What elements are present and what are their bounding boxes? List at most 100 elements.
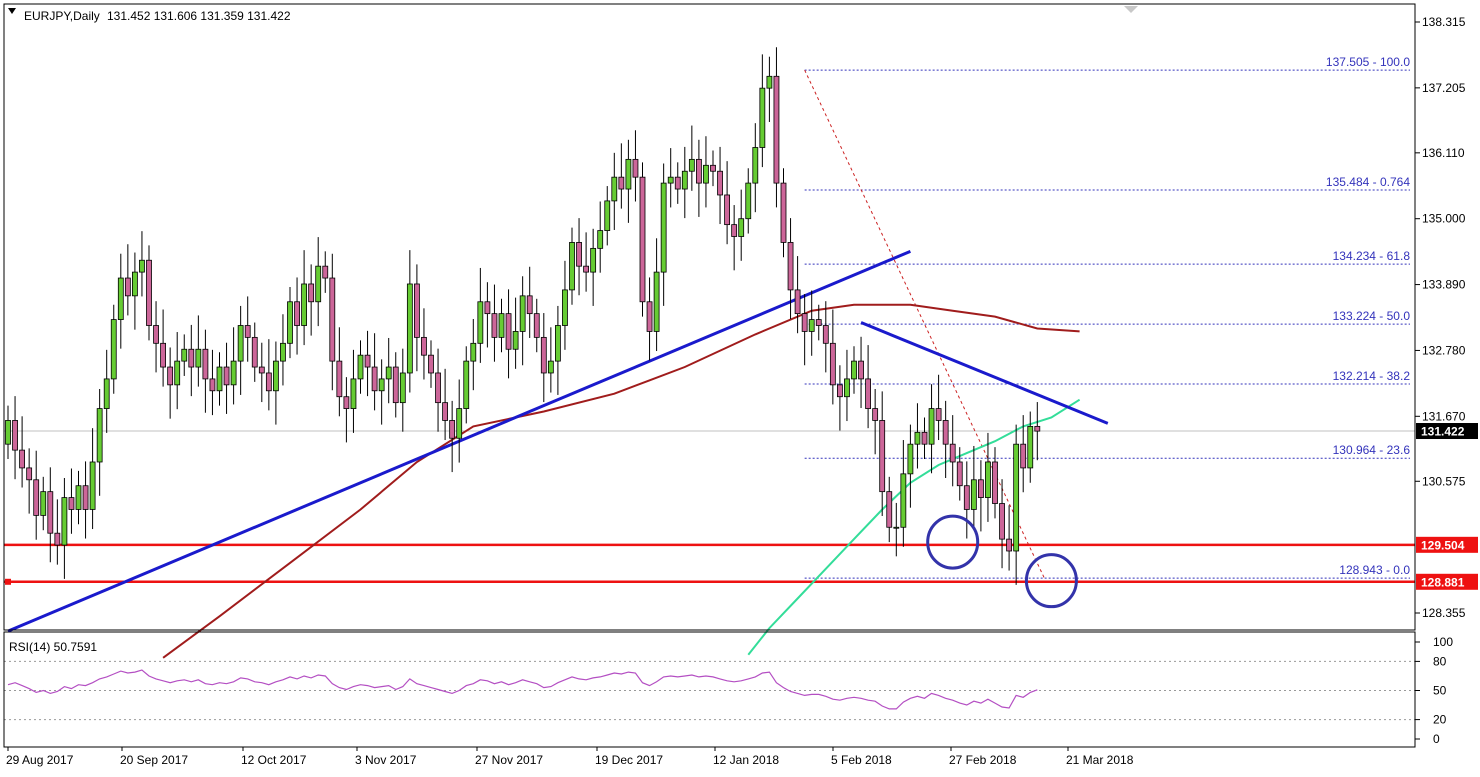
candle-body <box>660 182 667 273</box>
time-tick-label: 29 Aug 2017 <box>6 753 74 767</box>
candle <box>308 264 315 336</box>
candle-body <box>47 491 54 534</box>
time-tick-label: 19 Dec 2017 <box>595 753 663 767</box>
candle-body <box>625 158 632 190</box>
candle <box>766 56 773 122</box>
candle <box>562 260 568 350</box>
candle-body <box>717 170 723 196</box>
candle <box>794 256 801 334</box>
candle-body <box>12 420 18 451</box>
fib-level-label: 130.964 - 23.6 <box>1333 443 1411 457</box>
candle-body <box>872 408 879 421</box>
candle <box>696 139 702 217</box>
moving-averages-layer <box>162 303 1081 659</box>
fib-diagonal-line <box>804 69 1045 579</box>
candle <box>660 163 667 306</box>
candle-body <box>174 360 181 386</box>
candle-body <box>900 473 907 528</box>
candle-body <box>350 378 357 409</box>
candle <box>829 309 836 405</box>
candle-body <box>378 378 385 392</box>
candle <box>103 349 110 433</box>
candle-body <box>188 348 195 368</box>
candle <box>815 304 822 341</box>
candle-body <box>597 230 604 249</box>
fib-level-label: 132.214 - 38.2 <box>1333 369 1411 383</box>
candle-body <box>160 342 167 368</box>
candle-body <box>371 366 378 392</box>
candle <box>773 47 780 208</box>
time-tick-label: 27 Nov 2017 <box>475 753 543 767</box>
candle <box>512 297 519 369</box>
candle <box>970 445 977 530</box>
candle-body <box>110 319 117 380</box>
candle <box>167 347 174 419</box>
candle <box>992 447 998 519</box>
price-tag <box>1416 573 1478 590</box>
candle <box>477 267 484 363</box>
candle-body <box>244 325 251 338</box>
candle <box>1013 424 1020 585</box>
candle-body <box>815 319 822 326</box>
trendline <box>860 321 1109 425</box>
candle-body <box>463 360 470 409</box>
candle <box>174 332 181 410</box>
candle-body <box>907 443 914 475</box>
candle <box>392 352 399 418</box>
candle <box>265 339 272 411</box>
fib-level-label: 134.234 - 61.8 <box>1333 249 1411 263</box>
candle <box>632 130 639 202</box>
candle <box>40 476 47 531</box>
candle-body <box>216 366 223 392</box>
candle <box>780 168 787 258</box>
support-line-handle <box>5 578 11 585</box>
candle <box>378 359 385 425</box>
candle-body <box>639 176 646 303</box>
candle <box>371 333 378 411</box>
candle-body <box>484 301 491 315</box>
candle <box>272 341 279 425</box>
candle <box>822 301 829 373</box>
candle <box>202 329 209 413</box>
candle-body <box>547 360 554 374</box>
candle-body <box>26 467 33 481</box>
candle <box>329 253 336 391</box>
candle-body <box>837 384 843 398</box>
candle <box>364 330 371 397</box>
candle-body <box>921 431 928 445</box>
candle-body <box>787 242 794 291</box>
candle-body <box>265 372 272 392</box>
candle-body <box>117 277 124 320</box>
rsi-line <box>7 669 1038 710</box>
price-tick-label: 138.315 <box>1422 15 1466 29</box>
candle-body <box>230 360 237 386</box>
candle <box>886 476 893 543</box>
price-tag-label: 128.881 <box>1421 575 1465 589</box>
candle <box>258 342 265 403</box>
candle-body <box>280 342 286 362</box>
candle <box>68 468 75 534</box>
candle-body <box>435 372 441 404</box>
candle <box>533 298 540 353</box>
candle <box>301 250 308 346</box>
candle <box>336 327 343 417</box>
candle <box>322 251 329 293</box>
candle-body <box>1027 425 1034 469</box>
candle <box>907 424 914 508</box>
candle <box>54 499 61 565</box>
candle <box>1006 505 1012 571</box>
candle <box>928 384 935 474</box>
candle <box>26 448 33 514</box>
candle-body <box>703 164 709 184</box>
highlight-circle <box>926 514 980 570</box>
candle-body <box>96 408 103 463</box>
candle <box>731 205 738 271</box>
candle-body <box>357 354 364 380</box>
candle <box>19 416 26 488</box>
candle-body <box>865 378 871 409</box>
time-tick-label: 12 Jan 2018 <box>713 753 779 767</box>
candle-body <box>978 479 984 498</box>
candle-body <box>40 491 47 516</box>
time-tick-label: 5 Feb 2018 <box>831 753 892 767</box>
candle-body <box>858 360 864 380</box>
